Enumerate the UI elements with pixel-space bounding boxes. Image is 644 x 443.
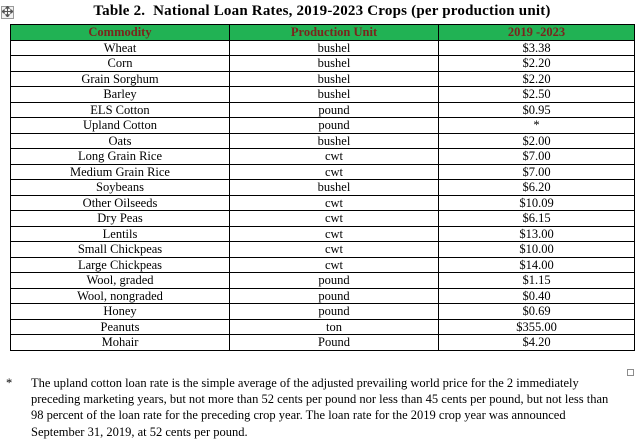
loan-rates-table: Commodity Production Unit 2019 -2023 Whe… xyxy=(10,24,635,351)
rate-cell: $355.00 xyxy=(438,318,635,335)
commodity-cell: Wool, graded xyxy=(10,272,230,289)
table-row: Honey pound $0.69 xyxy=(10,303,635,320)
rate-cell: $0.40 xyxy=(438,287,635,304)
rate-cell: $10.09 xyxy=(438,194,635,211)
move-icon xyxy=(1,4,14,22)
commodity-cell: Lentils xyxy=(10,225,230,242)
table-row: Lentils cwt $13.00 xyxy=(10,225,635,242)
table-row: Wool, graded pound $1.15 xyxy=(10,272,635,289)
rate-cell: $7.00 xyxy=(438,148,635,165)
commodity-cell: Wheat xyxy=(10,39,230,56)
unit-cell: cwt xyxy=(229,210,439,227)
rate-cell: $6.15 xyxy=(438,210,635,227)
rate-cell: $7.00 xyxy=(438,163,635,180)
commodity-cell: Other Oilseeds xyxy=(10,194,230,211)
table-row: Peanuts ton $355.00 xyxy=(10,318,635,335)
rate-cell: $10.00 xyxy=(438,241,635,258)
rate-cell: * xyxy=(438,117,635,134)
unit-cell: cwt xyxy=(229,241,439,258)
unit-cell: bushel xyxy=(229,55,439,72)
rate-cell: $2.20 xyxy=(438,70,635,87)
rate-cell: $6.20 xyxy=(438,179,635,196)
commodity-cell: Grain Sorghum xyxy=(10,70,230,87)
unit-cell: bushel xyxy=(229,132,439,149)
column-header-rate: 2019 -2023 xyxy=(438,24,635,41)
commodity-cell: Upland Cotton xyxy=(10,117,230,134)
table-row: Wool, nongraded pound $0.40 xyxy=(10,287,635,304)
commodity-cell: Soybeans xyxy=(10,179,230,196)
unit-cell: bushel xyxy=(229,70,439,87)
rate-cell: $3.38 xyxy=(438,39,635,56)
unit-cell: cwt xyxy=(229,225,439,242)
rate-cell: $2.00 xyxy=(438,132,635,149)
commodity-cell: Large Chickpeas xyxy=(10,256,230,273)
commodity-cell: Dry Peas xyxy=(10,210,230,227)
footnote-text: The upland cotton loan rate is the simpl… xyxy=(31,376,609,439)
table-row: Wheat bushel $3.38 xyxy=(10,39,635,56)
commodity-cell: Peanuts xyxy=(10,318,230,335)
rate-cell: $1.15 xyxy=(438,272,635,289)
table-row: ELS Cotton pound $0.95 xyxy=(10,101,635,118)
rate-cell: $0.95 xyxy=(438,101,635,118)
table-row: Soybeans bushel $6.20 xyxy=(10,179,635,196)
table-row: Small Chickpeas cwt $10.00 xyxy=(10,241,635,258)
commodity-cell: Wool, nongraded xyxy=(10,287,230,304)
rate-cell: $4.20 xyxy=(438,334,635,351)
commodity-cell: Medium Grain Rice xyxy=(10,163,230,180)
unit-cell: bushel xyxy=(229,39,439,56)
unit-cell: cwt xyxy=(229,194,439,211)
unit-cell: pound xyxy=(229,303,439,320)
table-move-handle[interactable] xyxy=(1,4,14,22)
unit-cell: pound xyxy=(229,287,439,304)
commodity-cell: Long Grain Rice xyxy=(10,148,230,165)
rate-cell: $13.00 xyxy=(438,225,635,242)
commodity-cell: Oats xyxy=(10,132,230,149)
unit-cell: pound xyxy=(229,117,439,134)
rate-cell: $2.50 xyxy=(438,86,635,103)
table-row: Grain Sorghum bushel $2.20 xyxy=(10,70,635,87)
table-row: Oats bushel $2.00 xyxy=(10,132,635,149)
table-header-row: Commodity Production Unit 2019 -2023 xyxy=(10,24,635,41)
commodity-cell: Mohair xyxy=(10,334,230,351)
column-header-commodity: Commodity xyxy=(10,24,230,41)
unit-cell: cwt xyxy=(229,148,439,165)
table-row: Large Chickpeas cwt $14.00 xyxy=(10,256,635,273)
commodity-cell: Small Chickpeas xyxy=(10,241,230,258)
table-resize-handle[interactable] xyxy=(627,369,634,376)
rate-cell: $2.20 xyxy=(438,55,635,72)
unit-cell: bushel xyxy=(229,179,439,196)
unit-cell: Pound xyxy=(229,334,439,351)
table-row: Other Oilseeds cwt $10.09 xyxy=(10,194,635,211)
commodity-cell: ELS Cotton xyxy=(10,101,230,118)
unit-cell: ton xyxy=(229,318,439,335)
unit-cell: pound xyxy=(229,272,439,289)
rate-cell: $0.69 xyxy=(438,303,635,320)
footnote: * The upland cotton loan rate is the sim… xyxy=(6,375,634,440)
unit-cell: cwt xyxy=(229,163,439,180)
table-row: Medium Grain Rice cwt $7.00 xyxy=(10,163,635,180)
table-row: Mohair Pound $4.20 xyxy=(10,334,635,351)
commodity-cell: Barley xyxy=(10,86,230,103)
unit-cell: bushel xyxy=(229,86,439,103)
loan-rates-table-wrapper: Commodity Production Unit 2019 -2023 Whe… xyxy=(10,24,635,351)
commodity-cell: Honey xyxy=(10,303,230,320)
unit-cell: cwt xyxy=(229,256,439,273)
footnote-marker: * xyxy=(6,376,13,390)
table-row: Barley bushel $2.50 xyxy=(10,86,635,103)
table-body: Wheat bushel $3.38 Corn bushel $2.20 Grain Sor… xyxy=(10,39,635,351)
rate-cell: $14.00 xyxy=(438,256,635,273)
table-row: Dry Peas cwt $6.15 xyxy=(10,210,635,227)
commodity-cell: Corn xyxy=(10,55,230,72)
column-header-production-unit: Production Unit xyxy=(229,24,439,41)
unit-cell: pound xyxy=(229,101,439,118)
table-row: Upland Cotton pound * xyxy=(10,117,635,134)
table-row: Corn bushel $2.20 xyxy=(10,55,635,72)
table-row: Long Grain Rice cwt $7.00 xyxy=(10,148,635,165)
page-title: Table 2. National Loan Rates, 2019-2023 … xyxy=(93,3,551,19)
